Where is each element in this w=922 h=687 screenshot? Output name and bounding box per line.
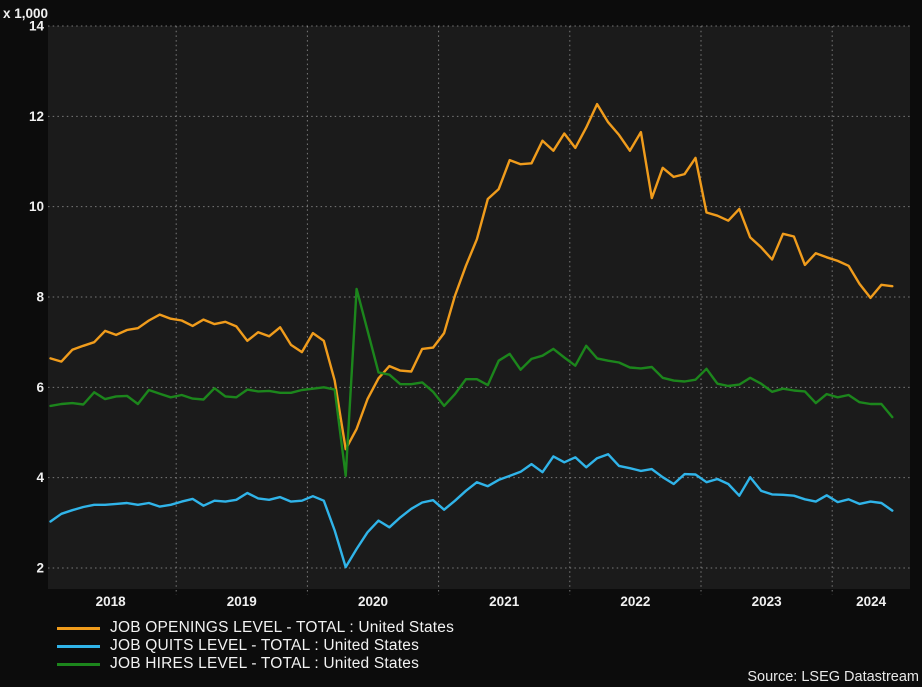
legend-swatch-cyan — [57, 644, 100, 648]
series-line-1 — [49, 453, 894, 569]
y-axis-tick-label: 4 — [36, 470, 44, 485]
y-axis-tick-label: 2 — [36, 561, 44, 576]
y-axis-tick-label: 8 — [36, 289, 44, 304]
legend-item-job-hires[interactable]: JOB HIRES LEVEL - TOTAL : United States — [57, 655, 454, 673]
x-axis-tick-label: 2019 — [227, 594, 257, 609]
legend-label: JOB QUITS LEVEL - TOTAL : United States — [110, 637, 420, 654]
legend-label: JOB HIRES LEVEL - TOTAL : United States — [110, 655, 420, 672]
legend-swatch-orange — [57, 626, 100, 630]
legend-item-job-quits[interactable]: JOB QUITS LEVEL - TOTAL : United States — [57, 637, 454, 655]
y-axis-tick-label: 10 — [29, 199, 44, 214]
legend-item-job-openings[interactable]: JOB OPENINGS LEVEL - TOTAL : United Stat… — [57, 619, 454, 637]
legend-swatch-green — [57, 662, 100, 666]
x-axis-tick-label: 2018 — [96, 594, 127, 609]
series-line-2 — [49, 287, 894, 478]
y-axis-tick-label: 14 — [29, 18, 45, 33]
y-axis-tick-label: 12 — [29, 109, 44, 124]
x-axis-tick-label: 2023 — [752, 594, 783, 609]
y-axis-tick-label: 6 — [36, 380, 44, 395]
chart-legend: JOB OPENINGS LEVEL - TOTAL : United Stat… — [57, 619, 454, 673]
x-axis-tick-label: 2020 — [358, 594, 388, 609]
x-axis-tick-label: 2022 — [620, 594, 650, 609]
source-attribution: Source: LSEG Datastream — [747, 669, 919, 685]
x-axis-tick-label: 2021 — [489, 594, 520, 609]
plot-area — [48, 26, 910, 589]
x-axis-tick-label: 2024 — [856, 594, 887, 609]
legend-label: JOB OPENINGS LEVEL - TOTAL : United Stat… — [110, 619, 455, 636]
y-axis-unit-label: x 1,000 — [3, 6, 49, 21]
series-line-0 — [49, 102, 894, 451]
